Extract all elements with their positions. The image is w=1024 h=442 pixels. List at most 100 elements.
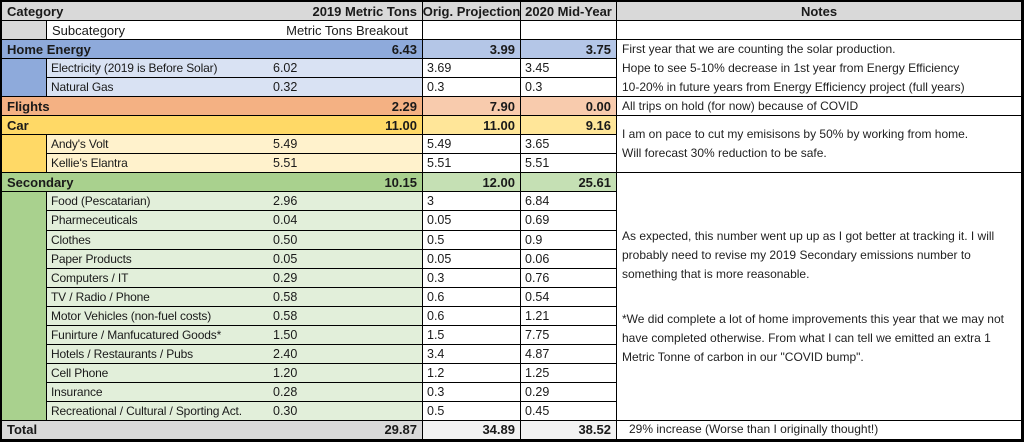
flights-projection-cell[interactable]: 7.90 <box>423 97 521 117</box>
row-andys-volt[interactable]: Andy's Volt 5.49 <box>47 135 423 155</box>
computers-it-projection-cell[interactable]: 0.3 <box>423 268 521 288</box>
insurance-projection-cell[interactable]: 0.3 <box>423 382 521 402</box>
flights-midyear-cell[interactable]: 0.00 <box>521 97 617 117</box>
header-mid-year-cell[interactable]: 2020 Mid-Year <box>521 2 617 22</box>
insurance-midyear-value: 0.29 <box>525 384 550 399</box>
total-notes-cell[interactable]: 29% increase (Worse than I originally th… <box>617 420 1022 440</box>
cell-phone-label: Cell Phone <box>51 365 109 380</box>
flights-projection-value: 7.90 <box>489 98 515 114</box>
home-energy-strip-cell[interactable] <box>2 59 47 98</box>
computers-it-midyear-cell[interactable]: 0.76 <box>521 268 617 288</box>
row-total[interactable]: Total 29.87 <box>2 420 423 440</box>
car-midyear-cell[interactable]: 9.16 <box>521 116 617 136</box>
andys-volt-midyear-value: 3.65 <box>525 137 550 152</box>
paper-products-projection-cell[interactable]: 0.05 <box>423 249 521 269</box>
cell-phone-2019-value: 1.20 <box>273 365 298 380</box>
clothes-projection-value: 0.5 <box>427 232 445 247</box>
paper-products-midyear-cell[interactable]: 0.06 <box>521 249 617 269</box>
car-2019-value: 11.00 <box>385 117 417 133</box>
tv-radio-phone-projection-cell[interactable]: 0.6 <box>423 287 521 307</box>
cell-phone-midyear-cell[interactable]: 1.25 <box>521 363 617 383</box>
row-kellies-elantra[interactable]: Kellie's Elantra 5.51 <box>47 154 423 174</box>
subheader-notes-empty-cell[interactable] <box>617 21 1022 41</box>
row-pharmaceuticals[interactable]: Pharmeceuticals 0.04 <box>47 211 423 231</box>
clothes-projection-cell[interactable]: 0.5 <box>423 230 521 250</box>
row-furniture-goods[interactable]: Funirture / Manfucatured Goods* 1.50 <box>47 325 423 345</box>
motor-vehicles-midyear-cell[interactable]: 1.21 <box>521 306 617 326</box>
food-projection-cell[interactable]: 3 <box>423 192 521 212</box>
food-midyear-cell[interactable]: 6.84 <box>521 192 617 212</box>
row-natural-gas[interactable]: Natural Gas 0.32 <box>47 78 423 98</box>
furniture-goods-midyear-cell[interactable]: 7.75 <box>521 325 617 345</box>
subheader-midyear-empty-cell[interactable] <box>521 21 617 41</box>
secondary-strip-cell[interactable] <box>2 192 47 421</box>
kellies-elantra-midyear-value: 5.51 <box>525 156 550 171</box>
secondary-midyear-cell[interactable]: 25.61 <box>521 173 617 193</box>
natural-gas-midyear-cell[interactable]: 0.3 <box>521 78 617 98</box>
subheader-strip-cell[interactable] <box>2 21 47 41</box>
recreational-midyear-value: 0.45 <box>525 403 550 418</box>
header-notes-cell[interactable]: Notes <box>617 2 1022 22</box>
cell-phone-projection-cell[interactable]: 1.2 <box>423 363 521 383</box>
andys-volt-label: Andy's Volt <box>51 137 109 152</box>
natural-gas-projection-cell[interactable]: 0.3 <box>423 78 521 98</box>
subheader-projection-empty-cell[interactable] <box>423 21 521 41</box>
recreational-midyear-cell[interactable]: 0.45 <box>521 401 617 421</box>
furniture-goods-2019-value: 1.50 <box>273 327 298 342</box>
electricity-midyear-cell[interactable]: 3.45 <box>521 59 617 79</box>
pharmaceuticals-2019-value: 0.04 <box>273 213 298 228</box>
insurance-midyear-cell[interactable]: 0.29 <box>521 382 617 402</box>
total-projection-cell[interactable]: 34.89 <box>423 420 521 440</box>
row-food[interactable]: Food (Pescatarian) 2.96 <box>47 192 423 212</box>
home-energy-midyear-cell[interactable]: 3.75 <box>521 40 617 60</box>
pharmaceuticals-projection-cell[interactable]: 0.05 <box>423 211 521 231</box>
row-electricity[interactable]: Electricity (2019 is Before Solar) 6.02 <box>47 59 423 79</box>
hotels-restaurants-projection-cell[interactable]: 3.4 <box>423 344 521 364</box>
secondary-projection-cell[interactable]: 12.00 <box>423 173 521 193</box>
insurance-label: Insurance <box>51 384 103 399</box>
recreational-projection-cell[interactable]: 0.5 <box>423 401 521 421</box>
electricity-projection-cell[interactable]: 3.69 <box>423 59 521 79</box>
total-note-text: 29% increase (Worse than I originally th… <box>629 422 879 437</box>
car-projection-cell[interactable]: 11.00 <box>423 116 521 136</box>
row-paper-products[interactable]: Paper Products 0.05 <box>47 249 423 269</box>
hotels-restaurants-midyear-cell[interactable]: 4.87 <box>521 344 617 364</box>
motor-vehicles-2019-value: 0.58 <box>273 308 298 323</box>
row-flights[interactable]: Flights 2.29 <box>2 97 423 117</box>
row-hotels-restaurants[interactable]: Hotels / Restaurants / Pubs 2.40 <box>47 344 423 364</box>
row-computers-it[interactable]: Computers / IT 0.29 <box>47 268 423 288</box>
row-clothes[interactable]: Clothes 0.50 <box>47 230 423 250</box>
car-strip-cell[interactable] <box>2 135 47 174</box>
kellies-elantra-midyear-cell[interactable]: 5.51 <box>521 154 617 174</box>
andys-volt-midyear-cell[interactable]: 3.65 <box>521 135 617 155</box>
row-cell-phone[interactable]: Cell Phone 1.20 <box>47 363 423 383</box>
row-tv-radio-phone[interactable]: TV / Radio / Phone 0.58 <box>47 287 423 307</box>
total-midyear-cell[interactable]: 38.52 <box>521 420 617 440</box>
flights-notes-cell[interactable]: All trips on hold (for now) because of C… <box>617 97 1022 117</box>
row-insurance[interactable]: Insurance 0.28 <box>47 382 423 402</box>
kellies-elantra-projection-cell[interactable]: 5.51 <box>423 154 521 174</box>
motor-vehicles-projection-cell[interactable]: 0.6 <box>423 306 521 326</box>
clothes-2019-value: 0.50 <box>273 232 298 247</box>
secondary-2019-value: 10.15 <box>384 174 417 190</box>
home-energy-projection-cell[interactable]: 3.99 <box>423 40 521 60</box>
clothes-midyear-cell[interactable]: 0.9 <box>521 230 617 250</box>
secondary-notes-cell[interactable]: As expected, this number went up up as I… <box>617 173 1022 421</box>
tv-radio-phone-midyear-cell[interactable]: 0.54 <box>521 287 617 307</box>
car-notes-cell[interactable]: I am on pace to cut my emisisons by 50% … <box>617 116 1022 174</box>
row-secondary[interactable]: Secondary 10.15 <box>2 173 423 193</box>
andys-volt-projection-cell[interactable]: 5.49 <box>423 135 521 155</box>
andys-volt-projection-value: 5.49 <box>427 137 452 152</box>
row-home-energy[interactable]: Home Energy 6.43 <box>2 40 423 60</box>
recreational-label: Recreational / Cultural / Sporting Act. <box>51 403 242 418</box>
row-motor-vehicles[interactable]: Motor Vehicles (non-fuel costs) 0.58 <box>47 306 423 326</box>
row-car[interactable]: Car 11.00 <box>2 116 423 136</box>
header-orig-projection-cell[interactable]: Orig. Projection <box>423 2 521 22</box>
furniture-goods-projection-cell[interactable]: 1.5 <box>423 325 521 345</box>
header-category-cell[interactable]: Category 2019 Metric Tons <box>2 2 423 22</box>
pharmaceuticals-midyear-cell[interactable]: 0.69 <box>521 211 617 231</box>
row-recreational[interactable]: Recreational / Cultural / Sporting Act. … <box>47 401 423 421</box>
home-energy-notes-cell[interactable]: First year that we are counting the sola… <box>617 40 1022 98</box>
subheader-cell[interactable]: Subcategory Metric Tons Breakout <box>47 21 423 41</box>
